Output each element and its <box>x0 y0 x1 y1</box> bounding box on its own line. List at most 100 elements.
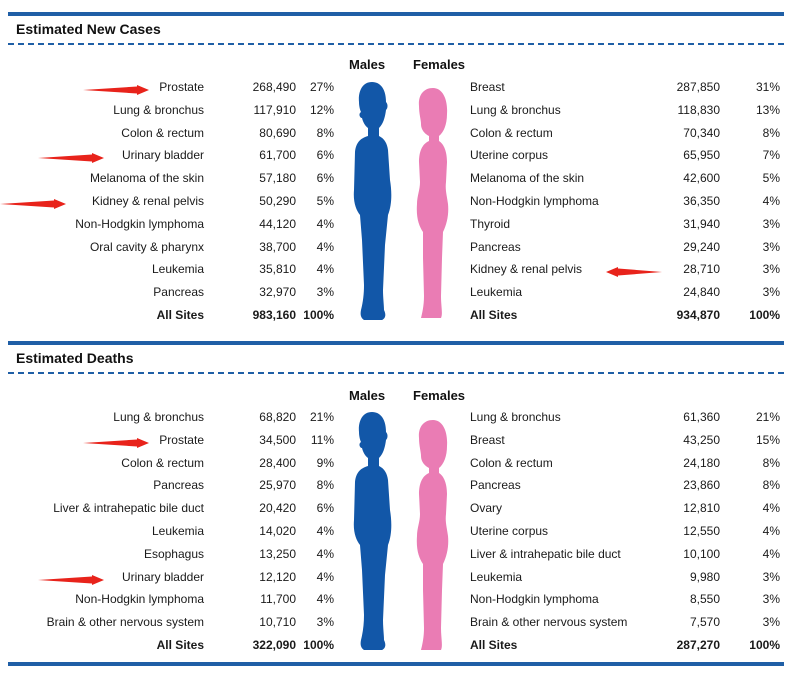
table-row: Brain & other nervous system 7,570 3% <box>470 611 782 633</box>
table-row: Kidney & renal pelvis 50,290 5% <box>10 190 340 212</box>
case-count: 322,090 <box>252 638 296 652</box>
dashed-divider <box>8 43 784 45</box>
cancer-site-label: Lung & bronchus <box>470 410 561 424</box>
case-count: 68,820 <box>259 410 296 424</box>
table-row: Lung & bronchus 68,820 21% <box>10 406 340 428</box>
highlight-arrow-icon <box>0 196 66 209</box>
case-count: 934,870 <box>676 308 720 322</box>
cancer-site-label: Melanoma of the skin <box>89 171 204 186</box>
case-count: 44,120 <box>259 216 296 231</box>
highlight-arrow-icon <box>38 150 104 164</box>
highlight-arrow-icon <box>606 264 663 278</box>
cancer-site-label: Kidney & renal pelvis <box>470 262 583 277</box>
cancer-site-label: Melanoma of the skin <box>470 171 585 186</box>
table-row: Leukemia 24,840 3% <box>470 281 782 303</box>
percentage: 9% <box>316 455 334 470</box>
cancer-site-label: Colon & rectum <box>470 125 553 140</box>
table-row: Kidney & renal pelvis 28,710 3% <box>470 258 782 280</box>
case-count: 61,360 <box>683 410 720 424</box>
cancer-site-label: Lung & bronchus <box>470 102 561 117</box>
all-sites-row: All Sites 287,270 100% <box>470 634 782 656</box>
highlight-arrow-icon <box>38 572 104 585</box>
table-row: Lung & bronchus 61,360 21% <box>470 406 782 428</box>
cancer-site-label: Prostate <box>159 80 204 94</box>
cancer-site-label: Pancreas <box>470 239 521 254</box>
cancer-site-label: Urinary bladder <box>121 569 204 584</box>
case-count: 14,020 <box>259 524 296 538</box>
cancer-site-label: Brain & other nervous system <box>46 615 204 630</box>
cancer-site-label: Pancreas <box>153 285 204 300</box>
table-row: Pancreas 23,860 8% <box>470 474 782 496</box>
percentage: 3% <box>762 262 780 277</box>
percentage: 4% <box>316 524 334 538</box>
case-count: 983,160 <box>252 308 296 322</box>
percentage: 7% <box>762 148 780 163</box>
percentage: 4% <box>316 262 334 277</box>
cancer-site-label: Non-Hodgkin lymphoma <box>75 216 204 231</box>
percentage: 3% <box>762 569 780 584</box>
case-count: 23,860 <box>683 478 720 493</box>
table-row: Lung & bronchus 118,830 13% <box>470 99 782 121</box>
case-count: 50,290 <box>259 194 296 208</box>
percentage: 8% <box>316 478 334 493</box>
cancer-site-label: All Sites <box>156 638 204 652</box>
table-row: Pancreas 29,240 3% <box>470 236 782 258</box>
percentage: 3% <box>762 615 780 630</box>
case-count: 25,970 <box>259 478 296 493</box>
case-count: 32,970 <box>259 285 296 300</box>
table-row: Oral cavity & pharynx 38,700 4% <box>10 236 340 258</box>
case-count: 20,420 <box>259 501 296 516</box>
percentage: 4% <box>316 592 334 607</box>
case-count: 117,910 <box>253 102 297 117</box>
table-row: Non-Hodgkin lymphoma 8,550 3% <box>470 588 782 610</box>
cancer-site-label: Breast <box>470 80 505 94</box>
cancer-site-label: Non-Hodgkin lymphoma <box>470 592 599 607</box>
cancer-site-label: Colon & rectum <box>121 455 204 470</box>
table-row: Colon & rectum 28,400 9% <box>10 452 340 474</box>
percentage: 4% <box>762 546 780 561</box>
percentage: 100% <box>749 308 780 322</box>
highlight-arrow-icon <box>82 435 149 448</box>
section-title-deaths: Estimated Deaths <box>16 350 134 366</box>
table-row: Breast 43,250 15% <box>470 429 782 451</box>
percentage: 8% <box>316 125 334 140</box>
case-count: 24,840 <box>683 285 720 300</box>
case-count: 11,700 <box>260 592 296 607</box>
case-count: 28,710 <box>683 262 720 277</box>
table-row: Leukemia 9,980 3% <box>470 566 782 588</box>
percentage: 3% <box>762 239 780 254</box>
male-silhouette-icon <box>353 82 392 320</box>
table-row: Ovary 12,810 4% <box>470 497 782 519</box>
cancer-site-label: Uterine corpus <box>470 148 549 163</box>
percentage: 3% <box>762 592 780 607</box>
cancer-site-label: Breast <box>470 432 505 447</box>
female-silhouette-icon <box>416 420 449 650</box>
percentage: 27% <box>309 80 334 94</box>
percentage: 4% <box>316 216 334 231</box>
table-row: Melanoma of the skin 42,600 5% <box>470 167 782 189</box>
cancer-site-label: Lung & bronchus <box>113 410 204 424</box>
table-row: Non-Hodgkin lymphoma 11,700 4% <box>10 588 340 610</box>
table-row: Urinary bladder 12,120 4% <box>10 566 340 588</box>
percentage: 6% <box>316 501 334 516</box>
case-count: 12,550 <box>683 524 720 538</box>
cancer-site-label: Brain & other nervous system <box>470 615 628 630</box>
table-row: Prostate 268,490 27% <box>10 76 340 98</box>
percentage: 4% <box>762 501 780 516</box>
cancer-site-label: Leukemia <box>151 262 204 277</box>
percentage: 4% <box>316 239 334 254</box>
table-row: Uterine corpus 12,550 4% <box>470 520 782 542</box>
case-count: 7,570 <box>689 615 720 630</box>
table-row: Liver & intrahepatic bile duct 20,420 6% <box>10 497 340 519</box>
table-row: Colon & rectum 80,690 8% <box>10 122 340 144</box>
percentage: 100% <box>749 638 780 652</box>
cancer-site-label: Leukemia <box>151 524 204 538</box>
case-count: 10,100 <box>683 546 720 561</box>
percentage: 3% <box>316 285 334 300</box>
female-silhouette-icon <box>416 88 449 318</box>
table-row: Non-Hodgkin lymphoma 36,350 4% <box>470 190 782 212</box>
cancer-site-label: Ovary <box>470 501 503 516</box>
case-count: 12,120 <box>259 569 296 584</box>
section-title-new-cases: Estimated New Cases <box>16 21 161 37</box>
cancer-site-label: Uterine corpus <box>470 524 549 538</box>
